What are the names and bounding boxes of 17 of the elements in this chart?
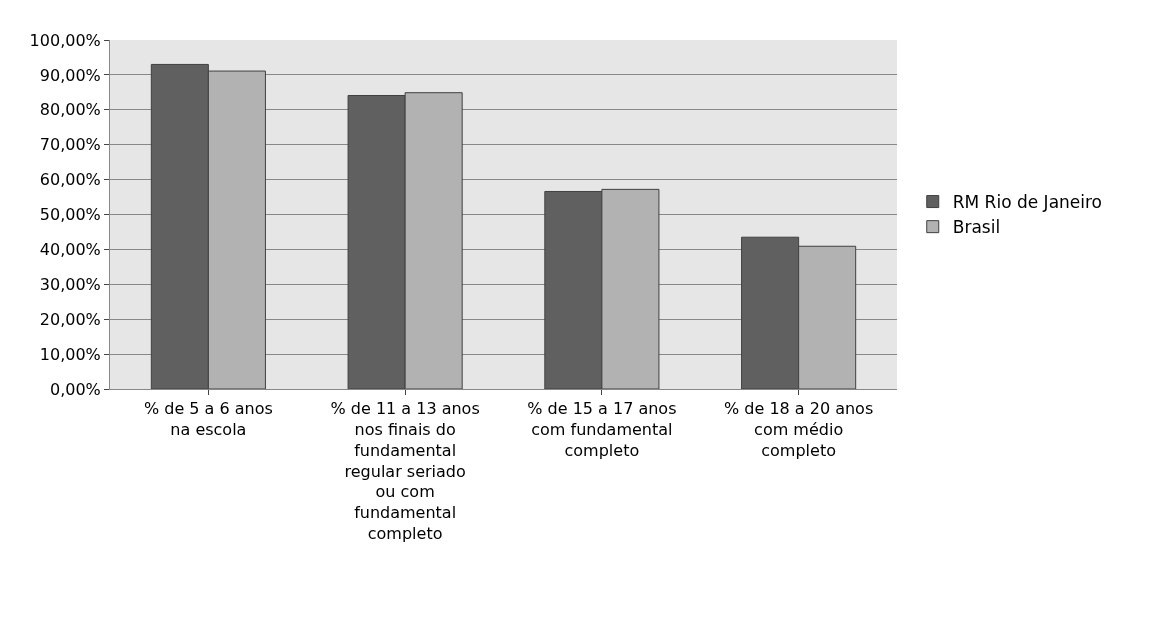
y-tick-label: 40,00%: [39, 240, 101, 259]
y-tick-label: 20,00%: [39, 309, 101, 329]
y-tick-label: 70,00%: [39, 135, 101, 155]
legend-label: RM Rio de Janeiro: [952, 192, 1103, 213]
x-tick-label: % de 15 a 17 anos com fundamental completo: [527, 399, 677, 460]
y-tick-label: 80,00%: [39, 100, 101, 120]
y-tick-label: 50,00%: [39, 205, 101, 225]
y-tick-label: 30,00%: [39, 274, 101, 294]
y-tick-label: 90,00%: [39, 65, 101, 85]
y-tick-label: 100,00%: [29, 30, 101, 50]
x-tick-label: % de 11 a 13 anos nos finais do fundamental regular seriado ou com fundamental completo: [330, 399, 480, 543]
x-tick-label: % de 5 a 6 anos na escola: [143, 399, 273, 439]
legend-label: Brasil: [952, 217, 1001, 238]
y-tick-label: 10,00%: [39, 344, 101, 364]
y-tick-label: 0,00%: [49, 379, 101, 399]
x-tick-label: % de 18 a 20 anos com médio completo: [724, 399, 874, 460]
y-tick-label: 60,00%: [39, 170, 101, 190]
